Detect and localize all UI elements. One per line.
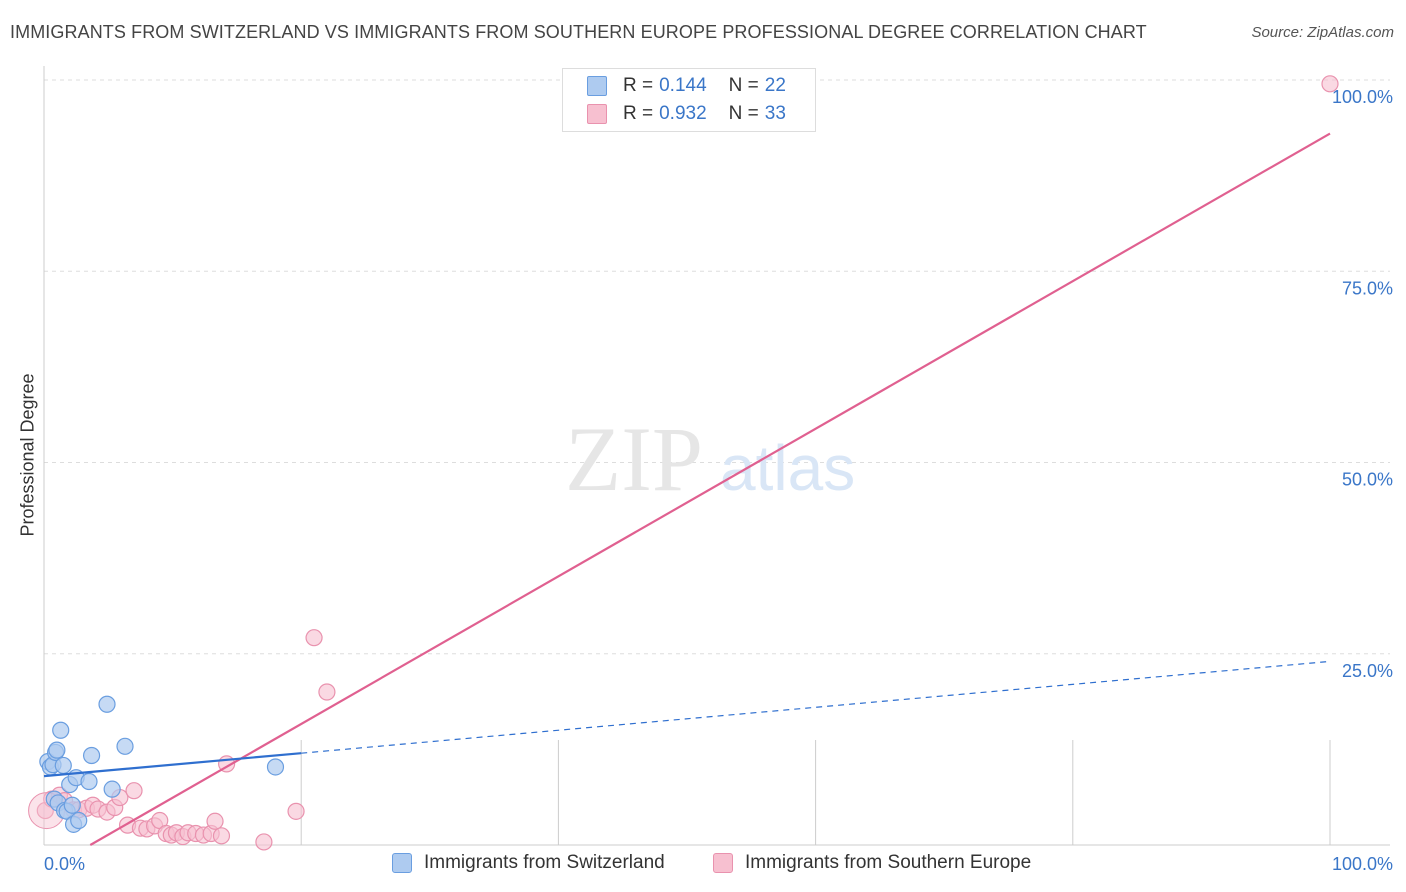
x-tick-label: 0.0% bbox=[44, 854, 85, 874]
legend-row-blue: R = 0.144 N = 22 bbox=[587, 73, 808, 99]
legend-label-switzerland: Immigrants from Switzerland bbox=[424, 852, 665, 873]
trend-lines bbox=[43, 132, 1331, 846]
data-point-blue bbox=[98, 695, 116, 713]
data-point-pink bbox=[206, 812, 224, 830]
data-point-pink bbox=[125, 782, 143, 800]
data-point-pink bbox=[287, 802, 305, 820]
x-tick-label: 100.0% bbox=[1332, 854, 1393, 874]
legend-r-label: R = bbox=[623, 103, 654, 124]
grid-lines bbox=[43, 79, 1390, 845]
legend-n-label: N = bbox=[728, 103, 759, 124]
data-point-blue bbox=[80, 772, 98, 791]
legend-item-southern-europe[interactable]: Immigrants from Southern Europe bbox=[713, 852, 1031, 874]
series-legend: Immigrants from Switzerland Immigrants f… bbox=[0, 852, 1406, 878]
legend-item-switzerland[interactable]: Immigrants from Switzerland bbox=[392, 852, 665, 874]
legend-swatch-blue bbox=[392, 853, 412, 873]
data-point-blue bbox=[116, 737, 134, 755]
legend-n-value: 33 bbox=[764, 103, 786, 124]
data-point-pink bbox=[255, 833, 273, 851]
legend-n-label: N = bbox=[728, 75, 759, 96]
data-point-pink bbox=[212, 827, 231, 845]
legend-label-southern-europe: Immigrants from Southern Europe bbox=[745, 852, 1032, 873]
y-tick-label: 50.0% bbox=[1342, 470, 1393, 490]
legend-n-value: 22 bbox=[764, 75, 786, 96]
legend-r-label: R = bbox=[623, 75, 654, 96]
watermark-zip: ZIP bbox=[565, 408, 703, 510]
data-point-blue bbox=[48, 741, 66, 759]
trend-line-blue-solid bbox=[43, 752, 302, 778]
legend-row-pink: R = 0.932 N = 33 bbox=[587, 101, 808, 127]
data-point-blue bbox=[52, 721, 70, 739]
watermark-atlas: atlas bbox=[720, 432, 855, 504]
y-tick-label: 75.0% bbox=[1342, 278, 1393, 298]
data-point-pink bbox=[318, 683, 336, 701]
data-point-blue bbox=[63, 796, 81, 814]
axes bbox=[43, 66, 1390, 846]
y-tick-label: 100.0% bbox=[1332, 87, 1393, 107]
data-point-blue bbox=[82, 746, 101, 765]
trend-line-blue-dashed bbox=[301, 660, 1331, 754]
legend-r-value: 0.932 bbox=[659, 103, 707, 124]
legend-r-value: 0.144 bbox=[659, 75, 707, 96]
legend-swatch-pink bbox=[587, 104, 607, 124]
data-point-blue bbox=[70, 811, 88, 830]
data-point-blue bbox=[54, 756, 72, 775]
tick-labels: 25.0% 50.0% 75.0% 100.0% 0.0% 100.0% bbox=[44, 87, 1393, 874]
y-tick-label: 25.0% bbox=[1342, 661, 1393, 681]
correlation-legend: R = 0.144 N = 22 R = 0.932 N = 33 bbox=[562, 68, 816, 132]
chart-title: IMMIGRANTS FROM SWITZERLAND VS IMMIGRANT… bbox=[10, 22, 1147, 42]
data-point-pink bbox=[1321, 75, 1339, 93]
legend-swatch-blue bbox=[587, 76, 607, 96]
source-label: Source: ZipAtlas.com bbox=[1251, 24, 1394, 41]
data-point-blue bbox=[266, 758, 285, 776]
trend-line-pink bbox=[89, 132, 1331, 846]
legend-swatch-pink bbox=[713, 853, 733, 873]
data-point-pink bbox=[305, 629, 323, 647]
blue-series bbox=[39, 695, 285, 833]
data-point-blue bbox=[103, 780, 121, 798]
